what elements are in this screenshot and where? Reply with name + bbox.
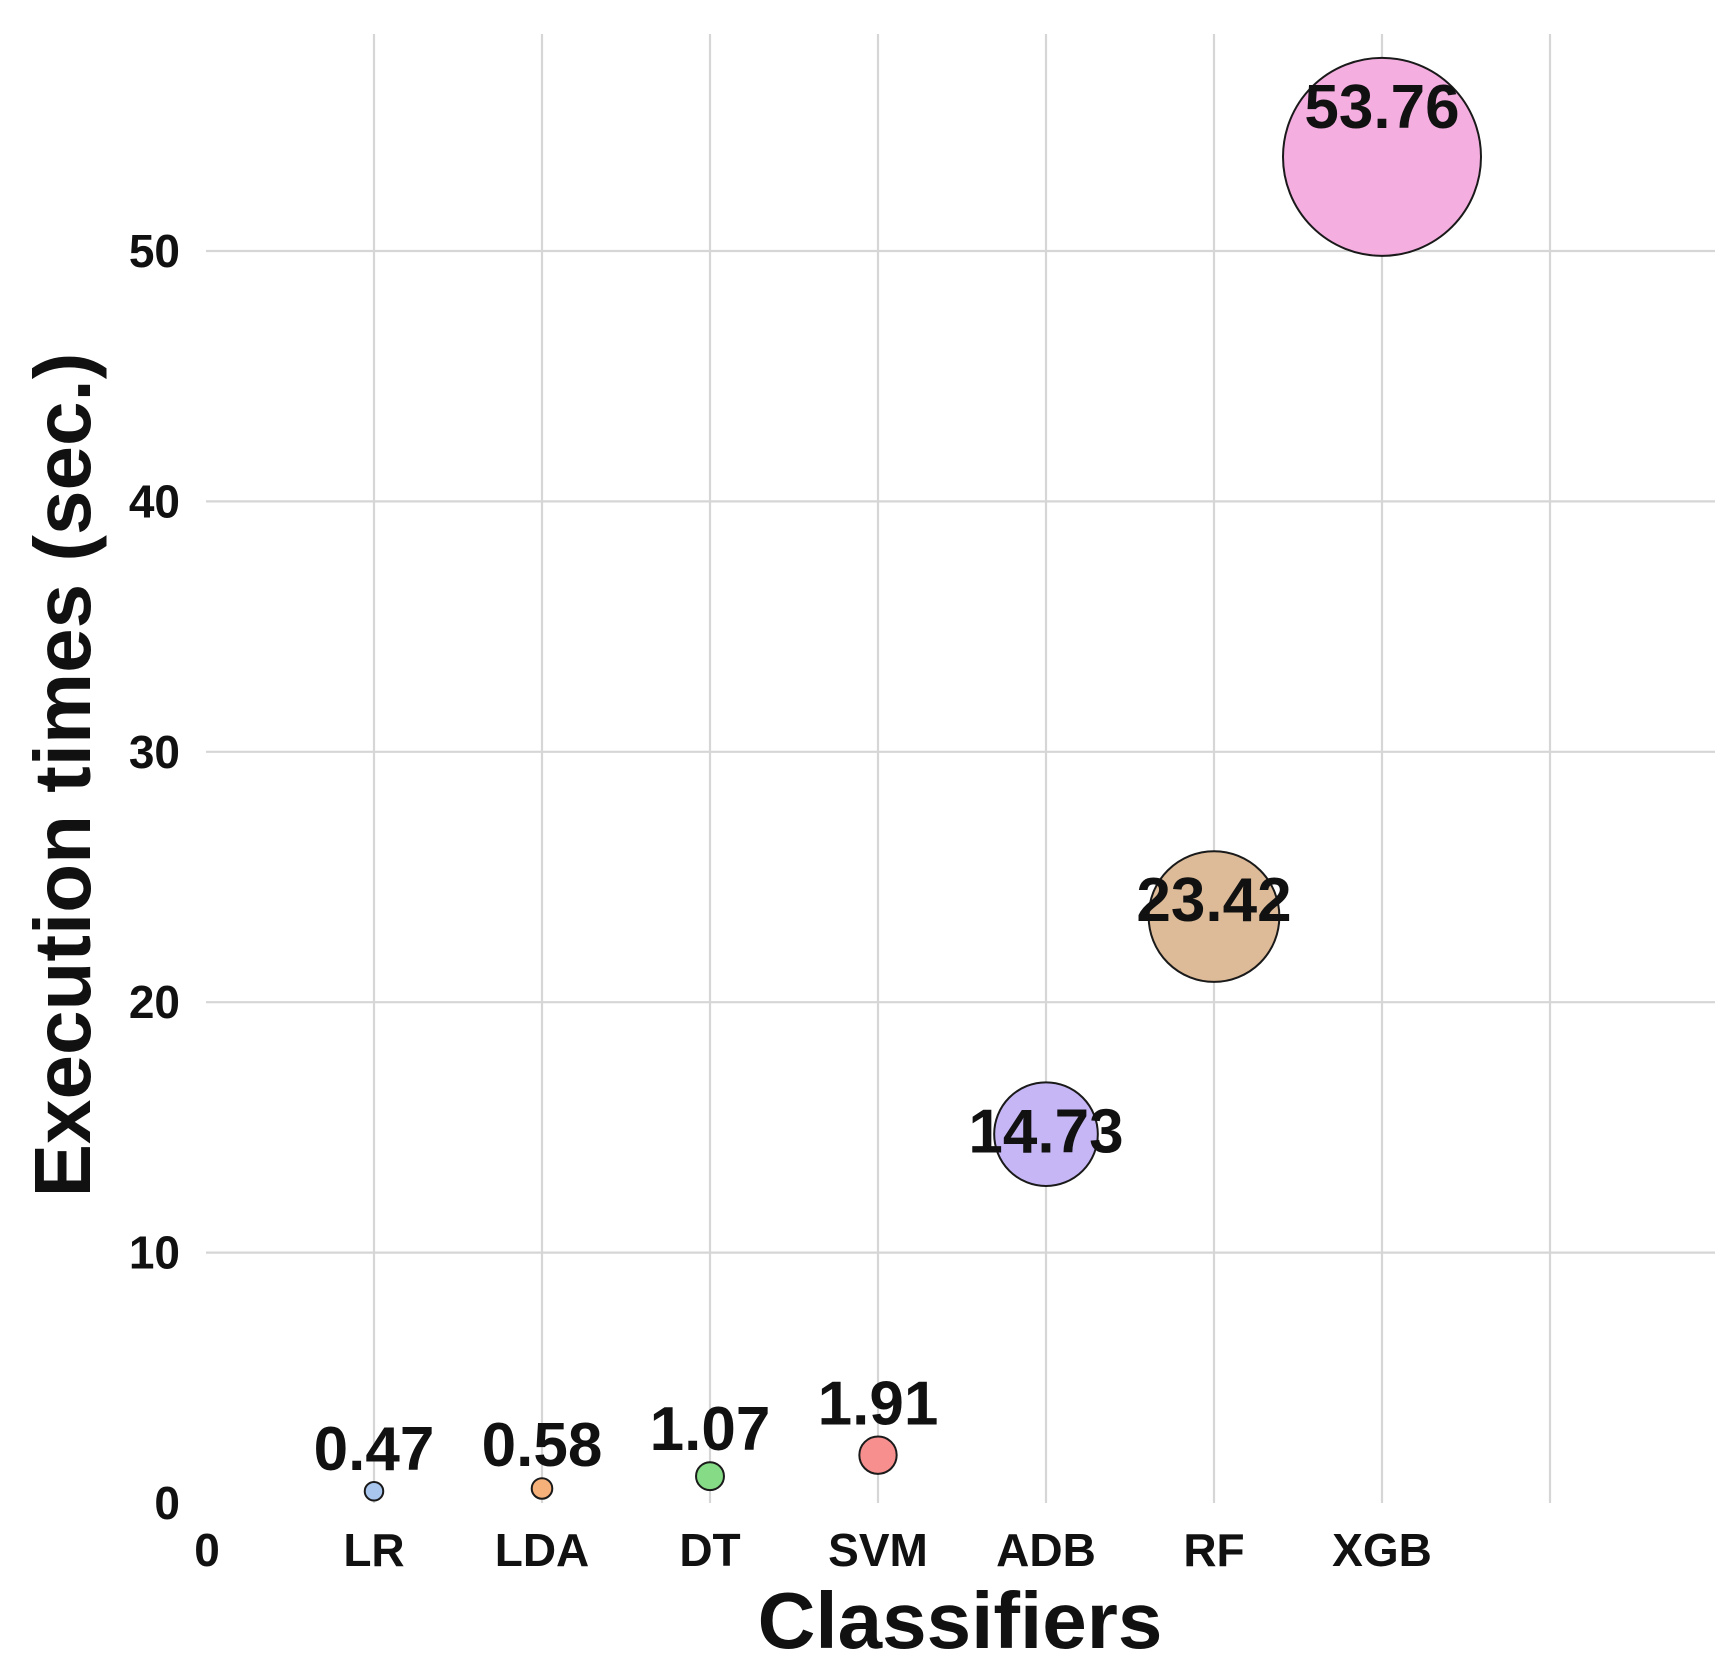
y-axis-title: Execution times (sec.)	[18, 353, 107, 1198]
x-axis-title: Classifiers	[758, 1576, 1163, 1665]
y-tick-label: 10	[129, 1227, 180, 1279]
data-label-adb: 14.73	[968, 1097, 1123, 1166]
y-tick-label: 30	[129, 726, 180, 778]
vertical-gridlines	[372, 34, 1552, 1503]
bubble-xgb	[1282, 56, 1482, 257]
bubble-series	[363, 56, 1482, 1502]
data-label-rf: 23.42	[1136, 866, 1291, 935]
data-label-xgb: 53.76	[1304, 73, 1459, 142]
data-label-lda: 0.58	[482, 1411, 603, 1480]
x-tick-label: SVM	[828, 1524, 928, 1576]
data-label-dt: 1.07	[650, 1395, 771, 1464]
bubble-lr	[363, 1480, 385, 1502]
horizontal-gridlines	[206, 249, 1715, 1254]
x-tick-label: LDA	[495, 1524, 590, 1576]
x-tick-label: XGB	[1332, 1524, 1432, 1576]
x-tick-label: LR	[343, 1524, 404, 1576]
x-tick-label: DT	[679, 1524, 740, 1576]
bubble-rf	[1147, 850, 1281, 983]
x-tick-label: ADB	[996, 1524, 1096, 1576]
data-label-svm: 1.91	[818, 1370, 939, 1439]
y-tick-label: 0	[154, 1477, 180, 1529]
bubble-adb	[993, 1081, 1099, 1187]
y-tick-label: 40	[129, 475, 180, 527]
data-label-lr: 0.47	[314, 1415, 435, 1484]
bubble-lda	[530, 1477, 554, 1500]
y-tick-label: 50	[129, 225, 180, 277]
bubble-svm	[858, 1435, 898, 1475]
x-origin-tick-label: 0	[194, 1524, 220, 1576]
y-tick-label: 20	[129, 976, 180, 1028]
y-axis-ticks: 0 10 20 30 40 50	[129, 225, 180, 1529]
data-labels: 0.47 0.58 1.07 1.91 14.73 23.42 53.76	[314, 73, 1460, 1484]
x-axis-ticks: LR LDA DT SVM ADB RF XGB	[343, 1524, 1432, 1576]
bubble-dt	[695, 1461, 725, 1492]
x-tick-label: RF	[1183, 1524, 1244, 1576]
